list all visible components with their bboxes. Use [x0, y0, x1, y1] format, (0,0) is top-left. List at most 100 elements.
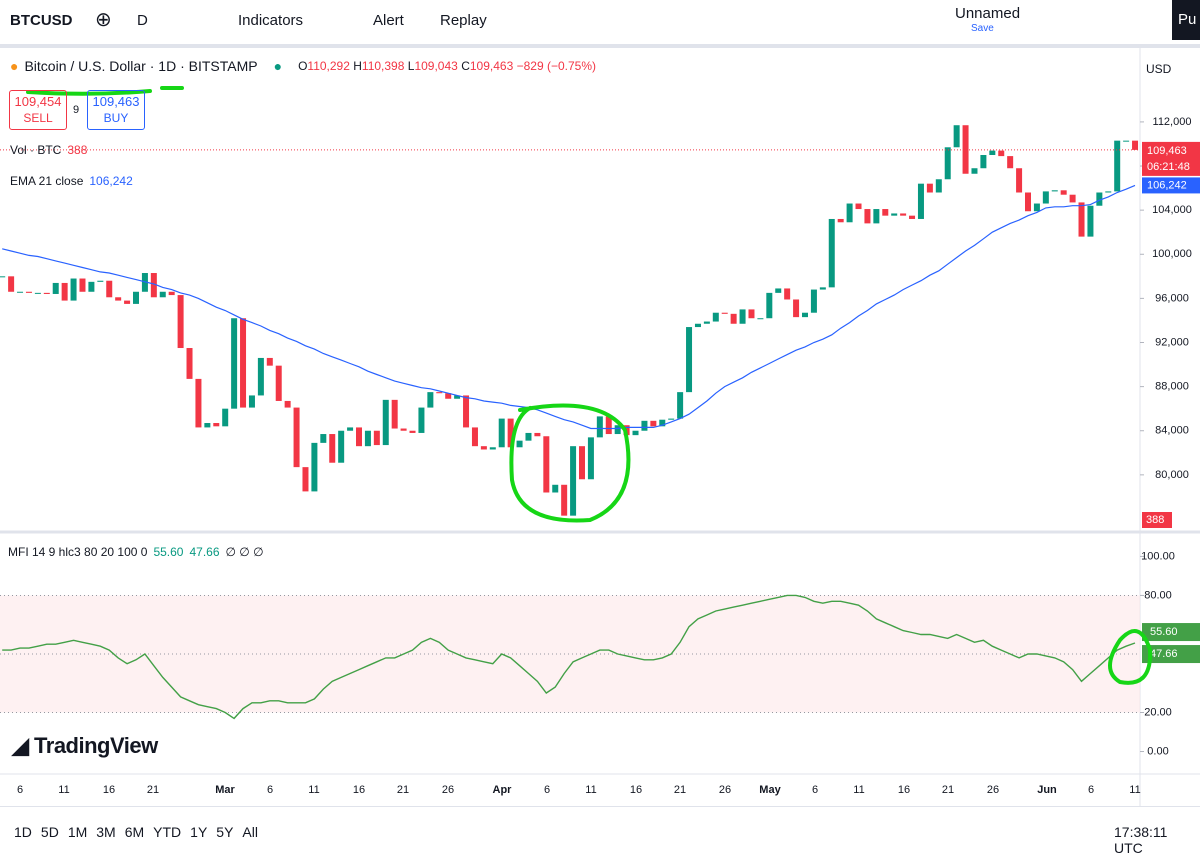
candle: [748, 309, 755, 319]
candle: [686, 327, 693, 393]
currency[interactable]: USD: [1146, 62, 1172, 76]
candle: [231, 318, 238, 409]
candle: [124, 300, 131, 304]
candle: [427, 392, 434, 408]
y-tick-label: 104,000: [1152, 204, 1192, 216]
price-label: 109,463: [1147, 145, 1187, 157]
candle: [1087, 205, 1094, 237]
alert[interactable]: Alert: [373, 12, 404, 29]
candle: [489, 447, 496, 450]
candle: [516, 440, 523, 448]
vol-legend: Vol · BTC 388: [10, 143, 87, 157]
close: 109,463: [469, 59, 514, 73]
candle: [106, 280, 113, 298]
range-button[interactable]: 5Y: [216, 824, 234, 840]
range-button[interactable]: 1D: [14, 824, 32, 840]
candle: [873, 209, 880, 224]
replay[interactable]: Replay: [440, 12, 487, 29]
candle: [1105, 191, 1112, 193]
candle: [52, 282, 59, 294]
mfi-signal: 47.66: [189, 545, 220, 559]
x-tick-label: 16: [103, 784, 115, 796]
mfi-tick-label: 80.00: [1144, 589, 1172, 601]
candle: [552, 484, 559, 493]
candle: [971, 168, 978, 174]
candle: [311, 442, 318, 492]
range-button[interactable]: 6M: [124, 824, 145, 840]
status-dot: ●: [273, 58, 283, 74]
x-tick-label: 21: [674, 784, 686, 796]
candle: [828, 218, 835, 288]
layout-name[interactable]: Unnamed: [955, 5, 1021, 22]
candle: [240, 318, 247, 408]
candle: [338, 430, 345, 463]
mfi-title: MFI 14 9 hlc3 80 20 100 0: [8, 545, 148, 559]
mfi-background: [0, 595, 1140, 713]
mfi-legend: MFI 14 9 hlc3 80 20 100 0 55.60 47.66 ∅ ∅ ∅: [8, 545, 264, 559]
annotation: [26, 86, 184, 96]
x-tick-label: 26: [987, 784, 999, 796]
candle: [712, 312, 719, 322]
candle: [668, 418, 675, 420]
interval[interactable]: D: [137, 12, 148, 29]
candle: [266, 357, 273, 366]
change: −829 (−0.75%): [516, 59, 596, 73]
candle: [1096, 192, 1103, 206]
annotations: [26, 86, 1153, 685]
candle: [641, 420, 648, 431]
x-tick-label: 16: [898, 784, 910, 796]
candle: [97, 280, 104, 282]
range-button[interactable]: 1Y: [190, 824, 208, 840]
symbol[interactable]: BTCUSD: [10, 12, 73, 29]
candle: [721, 312, 728, 314]
candle: [944, 147, 951, 180]
ema-line: [2, 184, 1136, 430]
candle: [909, 215, 916, 219]
buy-label: BUY: [103, 111, 129, 125]
candle: [1132, 140, 1139, 150]
x-tick-label: 16: [353, 784, 365, 796]
x-tick-label: Mar: [215, 784, 235, 796]
range-button[interactable]: 3M: [96, 824, 116, 840]
candle: [507, 418, 514, 448]
candle: [1123, 140, 1130, 142]
save[interactable]: Save: [971, 23, 994, 34]
candle: [1016, 168, 1023, 193]
clock: 17:38:11 UTC: [1114, 824, 1168, 856]
symbol-title: Bitcoin / U.S. Dollar · 1D · BITSTAMP: [24, 58, 258, 74]
legend: ● Bitcoin / U.S. Dollar · 1D · BITSTAMP …: [10, 58, 596, 74]
candle: [168, 291, 175, 296]
candle: [1051, 190, 1058, 192]
sell-button[interactable]: 109,454 SELL: [9, 90, 67, 130]
candle: [356, 427, 362, 447]
buy-button[interactable]: 109,463 BUY: [87, 90, 145, 130]
low: 109,043: [414, 59, 458, 73]
x-tick-label: 26: [442, 784, 454, 796]
ema-value: 106,242: [89, 174, 133, 188]
mfi-tick-label: 100.00: [1141, 550, 1175, 562]
candle: [43, 292, 50, 294]
candle: [694, 323, 701, 328]
range-button[interactable]: All: [242, 824, 258, 840]
candle: [204, 423, 211, 428]
range-button[interactable]: 1M: [67, 824, 88, 840]
candle: [61, 282, 68, 301]
range-button[interactable]: 5D: [40, 824, 59, 840]
mfi-value-box: [1142, 623, 1200, 642]
candle: [302, 467, 309, 492]
candle: [587, 437, 594, 480]
add-symbol[interactable]: ⊕: [95, 9, 112, 31]
candle: [364, 430, 371, 447]
candle: [257, 357, 264, 396]
candle: [463, 395, 470, 428]
sell-price: 109,454: [14, 94, 62, 109]
range-button[interactable]: YTD: [153, 824, 182, 840]
candle: [810, 289, 817, 313]
indicators[interactable]: Indicators: [238, 12, 304, 29]
candle: [115, 297, 122, 301]
candle: [1078, 202, 1085, 237]
publish[interactable]: Pu: [1172, 0, 1200, 40]
candle: [159, 291, 166, 298]
mfi-line: [2, 594, 1136, 720]
